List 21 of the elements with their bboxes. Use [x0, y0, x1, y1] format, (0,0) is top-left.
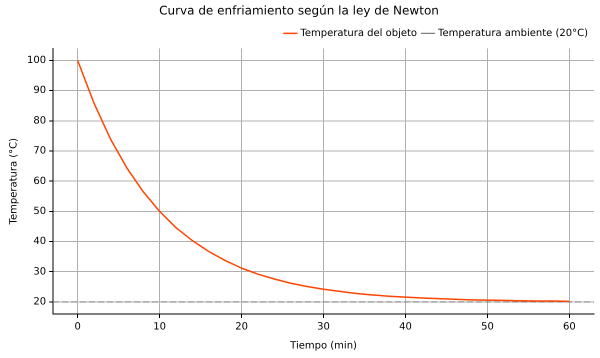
x-tick-label: 60 — [563, 322, 576, 333]
x-tick-label: 0 — [74, 322, 81, 333]
x-tick-label: 20 — [235, 322, 248, 333]
y-tick-label: 70 — [33, 146, 46, 157]
y-tick-label: 90 — [33, 85, 46, 96]
y-tick-label: 40 — [33, 236, 46, 248]
y-axis-title: Temperatura (°C) — [8, 138, 20, 226]
x-tick-label: 10 — [153, 322, 166, 333]
y-tick-label: 60 — [33, 176, 46, 187]
y-tick-label: 50 — [33, 206, 46, 217]
y-tick-label: 30 — [33, 266, 46, 278]
x-axis-title: Tiempo (min) — [289, 340, 358, 352]
y-tick-label: 20 — [33, 296, 46, 308]
chart-title: Curva de enfriamiento según la ley de Newton — [159, 3, 439, 18]
legend-label: Temperatura del objeto — [299, 28, 418, 39]
x-tick-label: 50 — [481, 322, 494, 333]
x-tick-label: 40 — [399, 322, 412, 333]
y-tick-label: 80 — [33, 115, 46, 126]
y-tick-label: 100 — [26, 55, 46, 66]
x-tick-label: 30 — [317, 322, 330, 333]
legend-label: Temperatura ambiente (20°C) — [437, 28, 588, 39]
